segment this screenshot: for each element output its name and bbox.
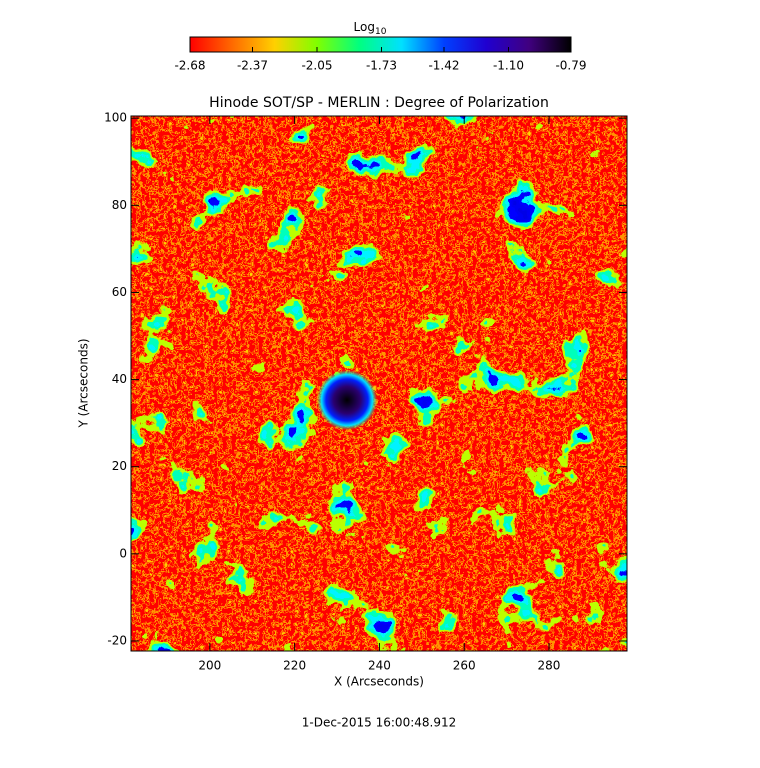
y-axis-label: Y (Arcseconds)	[77, 338, 91, 428]
y-tick-label: 20	[112, 459, 127, 473]
x-tick-label: 220	[283, 659, 306, 673]
chart-title: Hinode SOT/SP - MERLIN : Degree of Polar…	[209, 95, 549, 111]
y-tick-label: 100	[104, 111, 127, 125]
x-tick-label: 240	[368, 659, 391, 673]
colorbar-label-subscript: 10	[375, 27, 387, 37]
y-tick-label: 60	[112, 285, 127, 299]
colorbar-tick-label: -2.05	[301, 59, 332, 73]
heatmap-patches	[131, 116, 627, 651]
colorbar-label-main: Log	[354, 20, 375, 34]
colorbar	[189, 36, 572, 53]
colorbar-tick-label: -1.73	[366, 59, 397, 73]
colorbar-tick-label: -0.79	[555, 59, 586, 73]
y-tick-label: 80	[112, 198, 127, 212]
sunspot	[317, 370, 377, 430]
x-tick-label: 280	[538, 659, 561, 673]
y-tick-label: 0	[119, 546, 127, 560]
x-tick-label: 260	[453, 659, 476, 673]
colorbar-label: Log10	[354, 20, 387, 37]
footer: 1-Dec-2015 16:00:48.912	[302, 716, 456, 730]
y-tick-label: 40	[112, 372, 127, 386]
colorbar-tick-label: -1.42	[428, 59, 459, 73]
colorbar-tick-label: -1.10	[493, 59, 524, 73]
x-tick-label: 200	[198, 659, 221, 673]
colorbar-tick-label: -2.68	[174, 59, 205, 73]
x-axis-label: X (Arcseconds)	[334, 675, 424, 689]
image	[131, 116, 627, 651]
y-tick-label: -20	[107, 633, 127, 647]
colorbar-tick-label: -2.37	[237, 59, 268, 73]
